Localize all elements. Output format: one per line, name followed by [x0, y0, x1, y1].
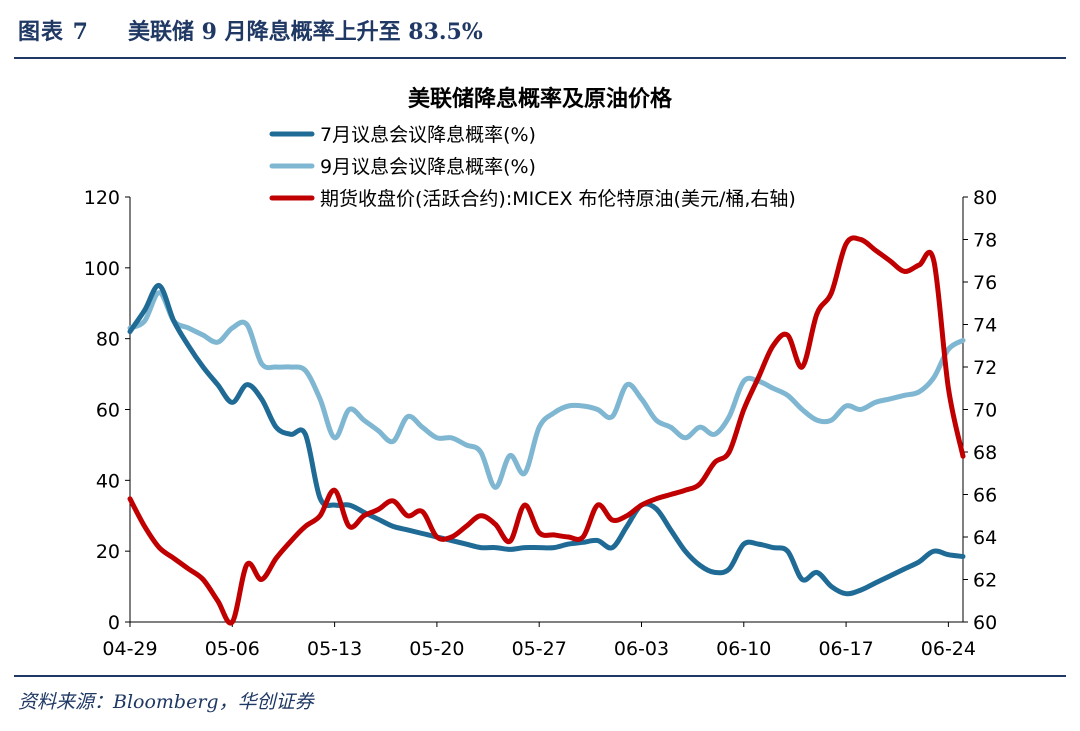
x-tick-label: 05-20: [409, 638, 464, 660]
y2-tick-label: 72: [973, 357, 997, 379]
chart-series: [127, 235, 966, 626]
y2-tick-label: 64: [973, 527, 997, 549]
header-rule: [14, 57, 1066, 59]
y2-tick-label: 68: [973, 442, 997, 464]
legend-item-brent-oil: 期货收盘价(活跃合约):MICEX 布伦特原油(美元/桶,右轴): [269, 188, 796, 210]
x-tick-label: 05-27: [512, 638, 567, 660]
x-tick-label: 05-13: [307, 638, 362, 660]
legend-item-july: 7月议息会议降息概率(%): [269, 124, 536, 146]
y-tick-label: 20: [96, 541, 120, 563]
x-tick-label: 04-29: [102, 638, 157, 660]
legend-label: 9月议息会议降息概率(%): [320, 156, 536, 178]
y-tick-label: 80: [96, 329, 120, 351]
x-tick-label: 05-06: [205, 638, 260, 660]
footer-rule: [14, 675, 1066, 677]
y2-tick-label: 70: [973, 400, 997, 422]
y2-tick-label: 76: [973, 272, 997, 294]
y-tick-label: 0: [108, 612, 120, 634]
chart-legend: 7月议息会议降息概率(%) 9月议息会议降息概率(%) 期货收盘价(活跃合约):MI…: [269, 124, 796, 210]
x-tick-label: 06-03: [614, 638, 669, 660]
source-note: 资料来源：Bloomberg，华创证券: [18, 691, 314, 713]
y2-tick-label: 80: [973, 187, 997, 209]
y2-tick-label: 78: [973, 230, 997, 252]
x-tick-label: 06-24: [921, 638, 976, 660]
figure-label: 图表 7: [18, 19, 89, 45]
chart-axes: 0 20 40 60 80 100 120 60 62 64 66 68 70 72 74 76 78 80 04-…: [84, 187, 997, 660]
series-line-september: [127, 290, 966, 490]
chart-title: 美联储降息概率及原油价格: [408, 86, 673, 112]
x-tick-label: 06-10: [716, 638, 771, 660]
series-line-brent-oil: [127, 235, 966, 626]
chart-area: 美联储降息概率及原油价格 7月议息会议降息概率(%) 9月议息会议降息概率(%) 期…: [0, 60, 1080, 675]
y-tick-label: 60: [96, 400, 120, 422]
legend-label: 期货收盘价(活跃合约):MICEX 布伦特原油(美元/桶,右轴): [320, 188, 796, 210]
y-tick-label: 40: [96, 470, 120, 492]
y2-tick-label: 66: [973, 485, 997, 507]
x-tick-label: 06-17: [818, 638, 873, 660]
y2-tick-label: 74: [973, 315, 997, 337]
chart-svg: 美联储降息概率及原油价格 7月议息会议降息概率(%) 9月议息会议降息概率(%) 期…: [84, 86, 997, 660]
series-line-july: [127, 283, 966, 597]
y-tick-label: 100: [84, 258, 120, 280]
figure-footer: 资料来源：Bloomberg，华创证券: [0, 675, 1080, 731]
legend-item-september: 9月议息会议降息概率(%): [269, 156, 536, 178]
y2-tick-label: 62: [973, 570, 997, 592]
y2-tick-label: 60: [973, 612, 997, 634]
legend-label: 7月议息会议降息概率(%): [320, 124, 536, 146]
y-tick-label: 120: [84, 187, 120, 209]
figure-title: 美联储 9 月降息概率上升至 83.5%: [128, 19, 483, 45]
figure-header: 图表 7 美联储 9 月降息概率上升至 83.5%: [0, 0, 1080, 59]
